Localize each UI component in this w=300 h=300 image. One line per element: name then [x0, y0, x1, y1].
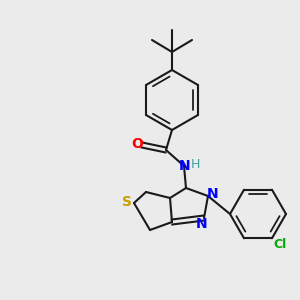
Text: O: O: [131, 137, 143, 151]
Text: N: N: [179, 159, 191, 173]
Text: H: H: [190, 158, 200, 170]
Text: N: N: [196, 217, 208, 231]
Text: Cl: Cl: [273, 238, 286, 251]
Text: S: S: [122, 195, 132, 209]
Text: N: N: [207, 187, 219, 201]
